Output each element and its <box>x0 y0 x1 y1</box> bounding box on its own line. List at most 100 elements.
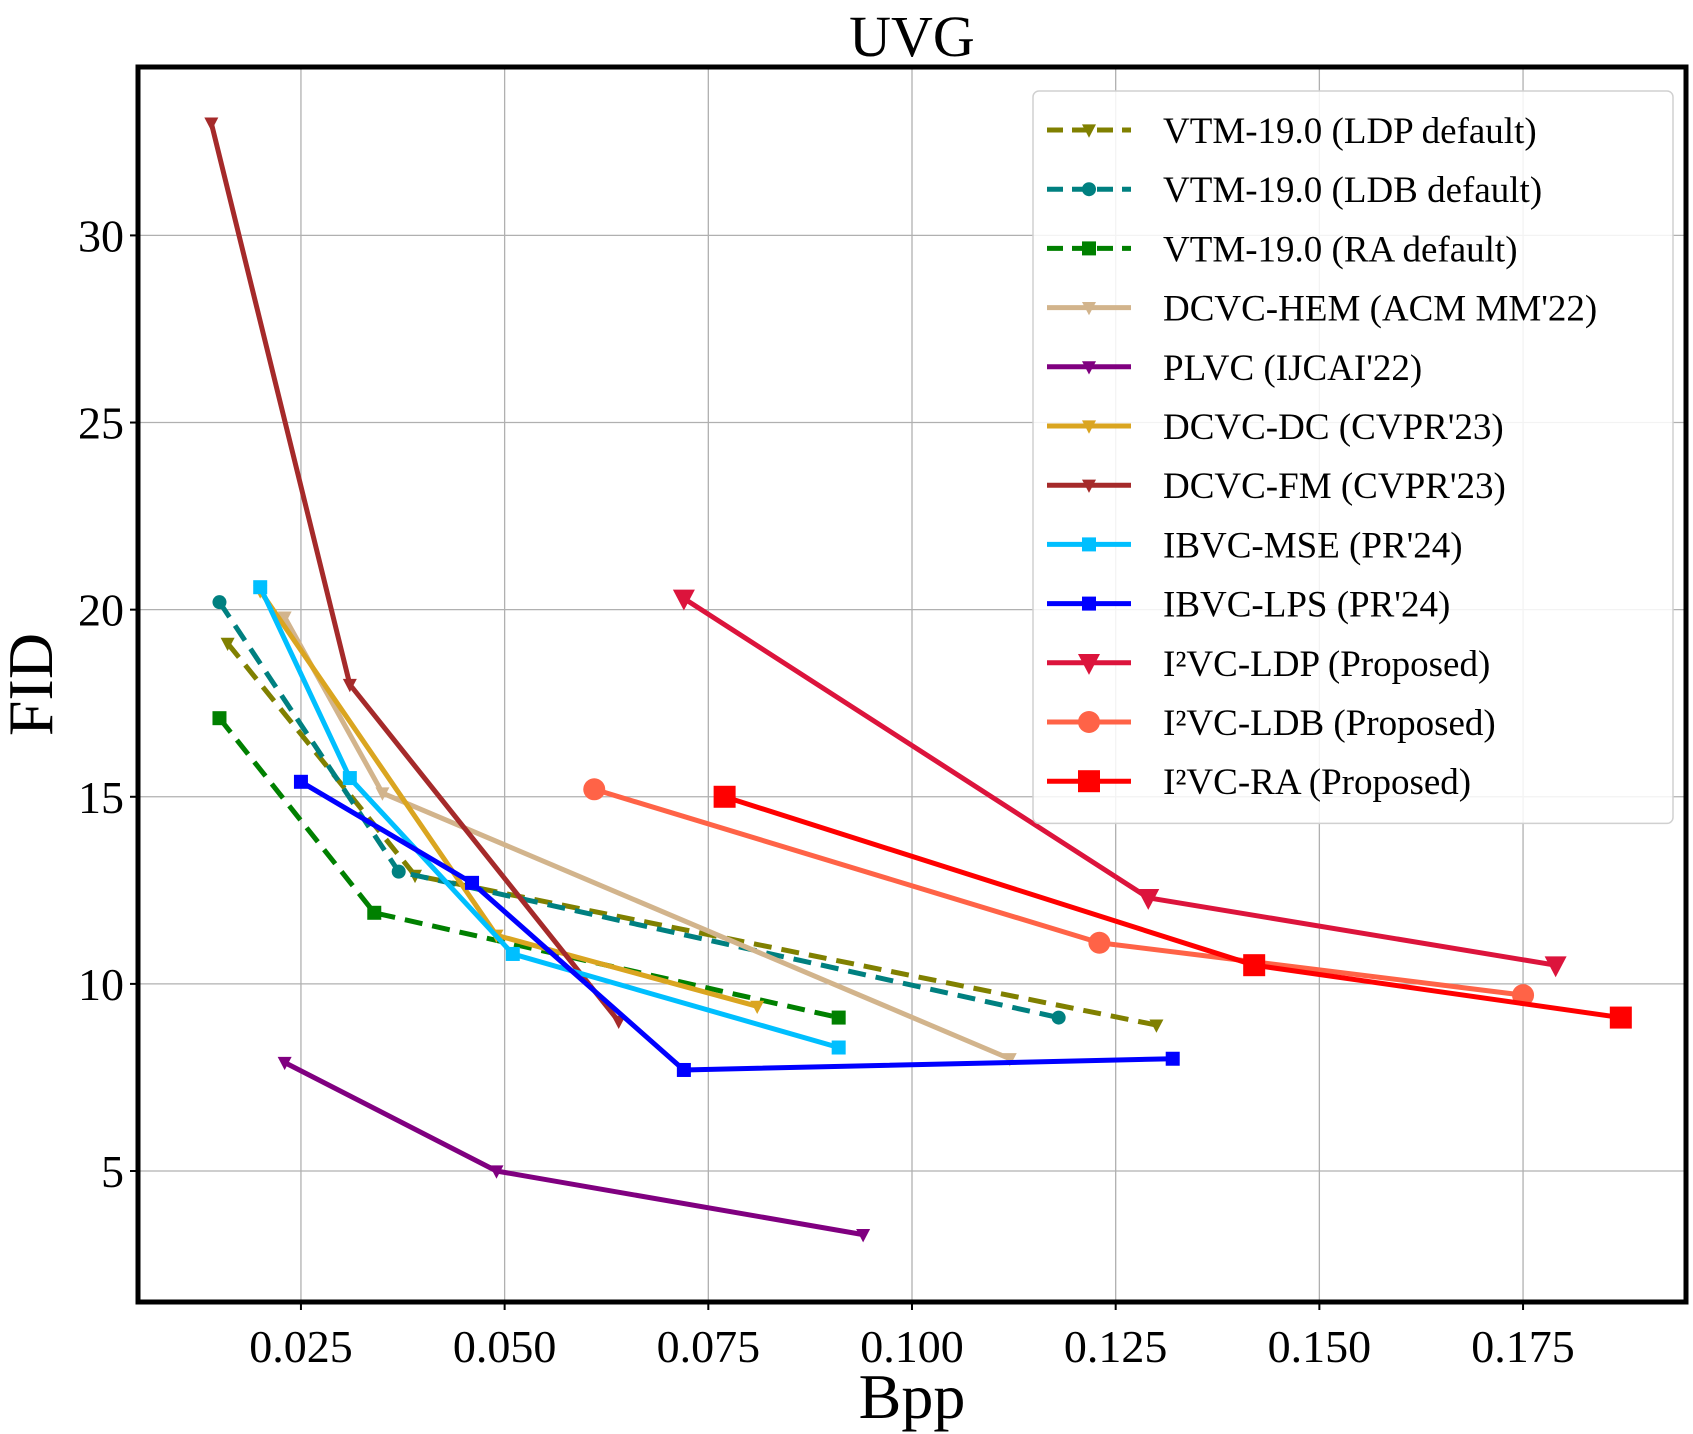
y-tick-label: 5 <box>101 1146 124 1197</box>
data-point <box>676 1062 691 1077</box>
legend-entry: DCVC-FM (CVPR'23) <box>1047 466 1506 507</box>
data-point <box>293 774 308 789</box>
data-point <box>1544 956 1567 978</box>
data-point <box>465 875 480 890</box>
series-line <box>283 1060 864 1238</box>
data-point <box>750 1000 765 1015</box>
data-point <box>505 946 520 961</box>
data-point <box>220 637 235 652</box>
legend-marker <box>1082 479 1096 493</box>
data-point <box>489 1165 504 1179</box>
data-point <box>375 787 390 801</box>
data-point <box>367 905 382 920</box>
x-tick-label: 0.050 <box>453 1321 557 1372</box>
chart-title: UVG <box>849 4 975 69</box>
data-point <box>611 1015 626 1030</box>
legend-label: I²VC-LDP (Proposed) <box>1163 644 1490 685</box>
series-6 <box>204 117 626 1030</box>
legend-marker <box>1082 302 1096 316</box>
series-line <box>257 586 840 1050</box>
legend-marker <box>1078 711 1100 733</box>
x-tick-label: 0.075 <box>657 1321 761 1372</box>
y-tick-label: 20 <box>78 585 124 636</box>
data-point <box>1088 931 1111 954</box>
series-1 <box>212 595 1066 1025</box>
x-tick-label: 0.150 <box>1268 1321 1372 1372</box>
legend-label: I²VC-LDB (Proposed) <box>1163 703 1496 744</box>
legend-marker <box>1082 361 1096 375</box>
legend-marker <box>1082 182 1096 197</box>
legend-label: VTM-19.0 (LDP default) <box>1163 111 1537 152</box>
legend: VTM-19.0 (LDP default) VTM-19.0 (LDB defa… <box>1032 90 1674 825</box>
legend-label: DCVC-FM (CVPR'23) <box>1163 466 1506 507</box>
data-point <box>1137 889 1160 910</box>
legend-entry: PLVC (IJCAI'22) <box>1047 348 1422 389</box>
data-point <box>1609 1006 1632 1029</box>
legend-marker <box>1082 420 1096 434</box>
series-4 <box>277 1056 871 1243</box>
data-point <box>391 864 406 879</box>
data-point <box>1165 1051 1180 1066</box>
series-2 <box>212 711 846 1025</box>
legend-entry: I²VC-LDB (Proposed) <box>1047 703 1496 744</box>
x-tick-label: 0.025 <box>249 1321 353 1372</box>
series-line <box>299 779 1173 1073</box>
series-layer <box>204 117 1632 1243</box>
x-tick-label: 0.100 <box>860 1321 964 1372</box>
series-8 <box>293 774 1180 1077</box>
series-line <box>258 589 758 1009</box>
series-line <box>225 641 1157 1028</box>
series-line <box>217 716 840 1021</box>
data-point <box>583 778 606 801</box>
y-tick-label: 10 <box>78 959 124 1010</box>
legend-entry: VTM-19.0 (RA default) <box>1047 229 1518 270</box>
y-tick-label: 30 <box>78 210 124 261</box>
data-point <box>672 589 695 611</box>
legend-label: IBVC-MSE (PR'24) <box>1163 525 1463 566</box>
legend-label: IBVC-LPS (PR'24) <box>1163 585 1450 626</box>
legend-label: VTM-19.0 (LDB default) <box>1163 170 1542 211</box>
legend-marker <box>1078 770 1100 793</box>
legend-entry: DCVC-HEM (ACM MM'22) <box>1047 289 1597 330</box>
series-line <box>208 122 621 1023</box>
y-axis: 5 10 15 20 25 30 <box>78 210 138 1197</box>
x-tick-label: 0.125 <box>1064 1321 1168 1372</box>
data-point <box>253 580 268 595</box>
data-point <box>831 1010 846 1025</box>
legend-marker <box>1078 654 1100 675</box>
data-point <box>212 595 227 610</box>
legend-label: I²VC-RA (Proposed) <box>1163 762 1471 803</box>
legend-marker <box>1082 241 1096 256</box>
legend-entry: I²VC-LDP (Proposed) <box>1047 644 1490 685</box>
legend-entry: VTM-19.0 (LDP default) <box>1047 111 1537 152</box>
data-point <box>277 611 292 625</box>
series-7 <box>253 580 846 1055</box>
legend-entry: IBVC-MSE (PR'24) <box>1047 525 1463 566</box>
legend-marker <box>1082 124 1096 138</box>
data-point <box>342 771 357 786</box>
data-point <box>342 678 357 693</box>
data-point <box>1051 1010 1066 1025</box>
x-tick-label: 0.175 <box>1471 1321 1575 1372</box>
y-tick-label: 15 <box>78 772 124 823</box>
series-10 <box>583 778 1535 1007</box>
data-point <box>212 711 227 726</box>
data-point <box>1149 1019 1164 1033</box>
data-point <box>1002 1053 1017 1067</box>
legend-label: DCVC-HEM (ACM MM'22) <box>1163 289 1597 330</box>
data-point <box>1243 954 1266 977</box>
series-9 <box>672 589 1567 978</box>
data-point <box>713 785 736 808</box>
legend-entry: DCVC-DC (CVPR'23) <box>1047 407 1504 448</box>
x-axis: 0.025 0.050 0.075 0.100 0.125 0.150 0.175 <box>249 1302 1575 1372</box>
y-axis-title: FID <box>0 633 66 736</box>
legend-label: VTM-19.0 (RA default) <box>1163 229 1518 270</box>
y-tick-label: 25 <box>78 398 124 449</box>
data-point <box>831 1040 846 1055</box>
data-point <box>856 1229 871 1243</box>
legend-box <box>1032 90 1674 825</box>
legend-marker <box>1082 596 1096 611</box>
data-point <box>277 1056 292 1071</box>
legend-label: PLVC (IJCAI'22) <box>1163 348 1422 389</box>
series-11 <box>713 785 1632 1029</box>
